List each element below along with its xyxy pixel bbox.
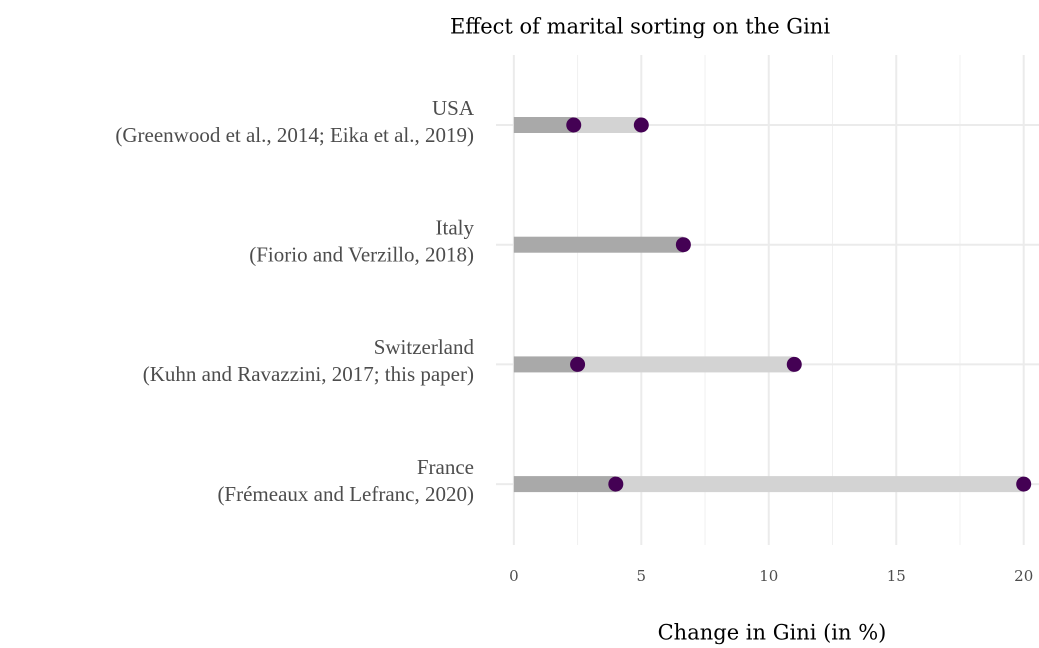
y-tick-label: France (417, 455, 474, 479)
point (675, 237, 691, 253)
point (633, 117, 649, 133)
y-tick-label: (Fiorio and Verzillo, 2018) (249, 243, 474, 267)
x-tick-label: 20 (1014, 567, 1033, 585)
point (570, 356, 586, 372)
x-tick-label: 5 (637, 567, 647, 585)
point (566, 117, 582, 133)
x-tick-label: 10 (759, 567, 778, 585)
x-axis-label: Change in Gini (in %) (658, 621, 887, 645)
bar (573, 117, 642, 133)
bar (577, 356, 795, 373)
y-tick-label: Switzerland (374, 335, 475, 359)
point (608, 476, 624, 492)
bar (513, 476, 616, 493)
bar (513, 117, 574, 133)
y-tick-label: USA (432, 96, 475, 120)
y-tick-label: Italy (436, 216, 475, 240)
x-tick-label: 15 (887, 567, 906, 585)
bar (615, 476, 1024, 493)
bar (513, 356, 578, 373)
chart-title: Effect of marital sorting on the Gini (450, 15, 830, 39)
x-tick-label: 0 (509, 567, 519, 585)
y-tick-label: (Greenwood et al., 2014; Eika et al., 20… (115, 123, 474, 147)
y-tick-label: (Frémeaux and Lefranc, 2020) (217, 482, 474, 506)
point (786, 356, 802, 372)
y-tick-label: (Kuhn and Ravazzini, 2017; this paper) (143, 362, 474, 386)
point (1016, 476, 1032, 492)
bar (513, 236, 684, 253)
